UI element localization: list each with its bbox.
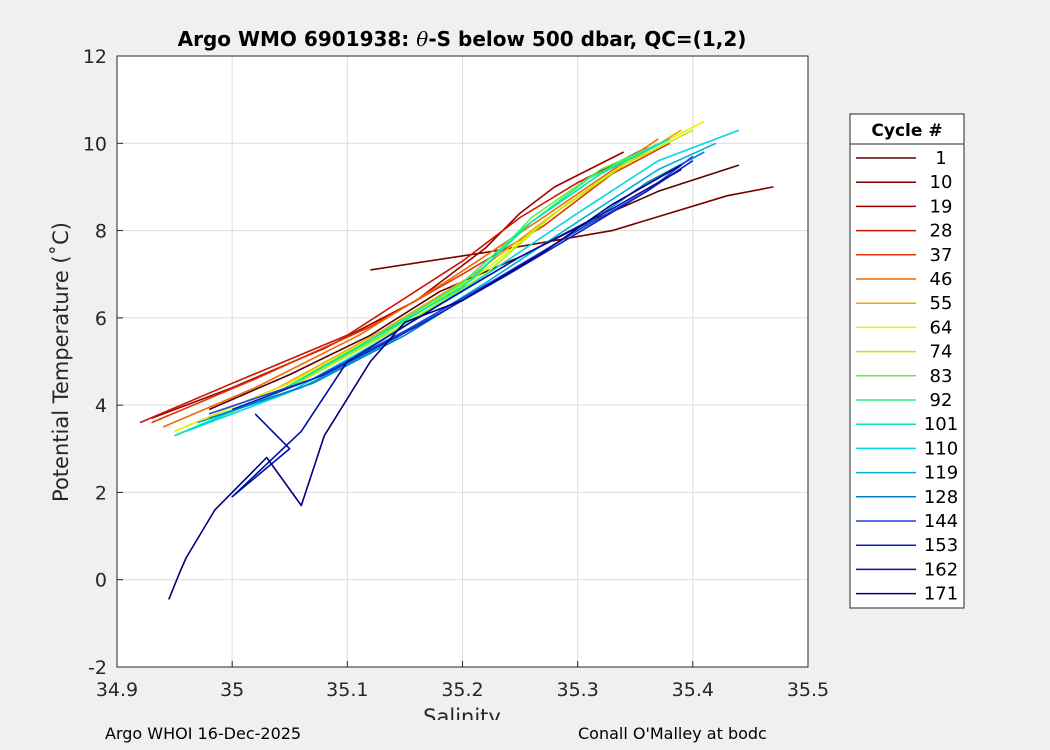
footer-right-text: Conall O'Malley at bodc [578, 724, 767, 743]
x-tick-label: 35.5 [787, 679, 829, 701]
chart-title-theta: θ [416, 27, 428, 51]
x-tick-label: 35.2 [441, 679, 483, 701]
y-tick-label: 10 [83, 133, 107, 155]
legend-label: 10 [930, 172, 953, 193]
legend-label: 28 [930, 221, 953, 242]
y-tick-label: 6 [95, 308, 107, 330]
y-axis-label: Potential Temperature (˚C) [49, 222, 73, 502]
x-tick-label: 34.9 [96, 679, 138, 701]
footer-left-text: Argo WHOI 16-Dec-2025 [105, 724, 302, 743]
legend-label: 110 [924, 438, 958, 459]
chart-title-rest: -S below 500 dbar, QC=(1,2) [428, 27, 746, 51]
legend-label: 37 [930, 245, 953, 266]
legend-label: 101 [924, 414, 958, 435]
x-tick-label: 35.1 [326, 679, 368, 701]
legend-label: 64 [930, 317, 953, 338]
series-line-3 [139, 146, 648, 424]
series-layer [139, 120, 774, 600]
series-line-2 [151, 151, 625, 419]
y-tick-label: -2 [88, 657, 107, 679]
legend-label: 19 [930, 196, 953, 217]
y-tick-label: 8 [95, 221, 107, 243]
legend-title: Cycle # [871, 121, 942, 141]
legend-label: 92 [930, 390, 953, 411]
legend-label: 1 [935, 148, 946, 169]
legend-box [849, 113, 965, 609]
x-tick-label: 35.3 [557, 679, 599, 701]
legend-label: 83 [930, 366, 953, 387]
series-line-16 [231, 160, 694, 411]
legend-label: 128 [924, 487, 958, 508]
legend-label: 119 [924, 463, 958, 484]
legend-label: 55 [930, 293, 953, 314]
legend: Cycle # 11019283746556474839210111011912… [849, 113, 965, 609]
series-line-5 [162, 138, 659, 428]
y-tick-label: 0 [95, 570, 107, 592]
legend-label: 153 [924, 535, 958, 556]
axis-ticks: 34.9 35 35.1 35.2 35.3 35.4 35.5 -2 0 2 4 6 8 10 12 [83, 46, 829, 701]
legend-label: 46 [930, 269, 953, 290]
legend-label: 171 [924, 584, 958, 605]
chart-title-main: Argo WMO 6901938: [178, 27, 417, 51]
series-line-18 [168, 164, 682, 600]
y-tick-label: 4 [95, 395, 107, 417]
chart-title: Argo WMO 6901938: θ-S below 500 dbar, QC… [178, 27, 747, 51]
legend-label: 162 [924, 559, 958, 580]
series-line-1 [370, 186, 774, 271]
x-tick-label: 35.4 [672, 679, 714, 701]
x-tick-label: 35 [220, 679, 244, 701]
legend-entries: 1101928374655647483921011101191281441531… [856, 148, 958, 605]
x-axis-label: Salinity [423, 705, 501, 720]
legend-label: 74 [930, 342, 953, 363]
y-tick-label: 12 [83, 46, 107, 68]
legend-label: 144 [924, 511, 958, 532]
y-tick-label: 2 [95, 482, 107, 504]
